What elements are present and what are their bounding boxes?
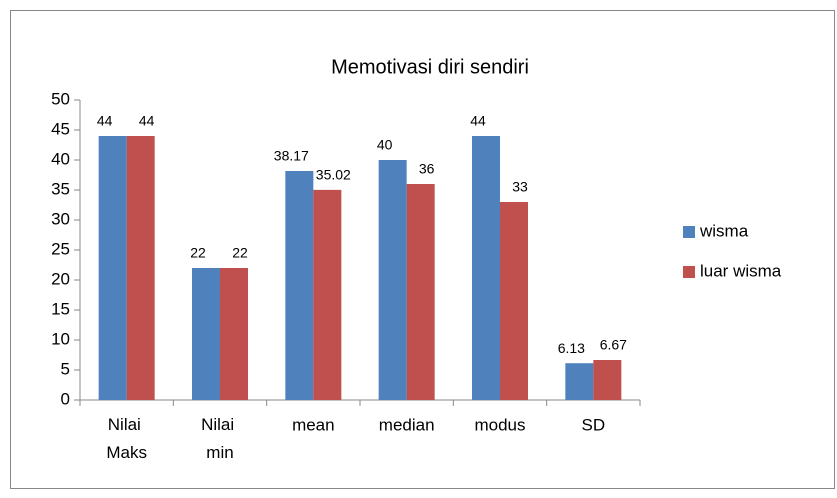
legend-swatch — [683, 226, 695, 238]
x-tick-label: median — [379, 415, 435, 434]
bar — [313, 189, 342, 400]
value-label: 36 — [419, 161, 435, 177]
value-label: 44 — [97, 113, 113, 129]
y-tick-label: 25 — [51, 239, 70, 258]
value-label: 38.17 — [274, 148, 309, 164]
value-label: 44 — [470, 113, 486, 129]
value-label: 33 — [512, 179, 528, 195]
value-label: 22 — [232, 245, 248, 261]
y-tick-label: 15 — [51, 299, 70, 318]
legend-swatch — [683, 266, 695, 278]
y-tick-label: 40 — [51, 149, 70, 168]
bar — [593, 359, 622, 400]
chart-title: Memotivasi diri sendiri — [331, 56, 529, 78]
bar — [220, 268, 248, 400]
y-tick-label: 0 — [61, 389, 70, 408]
bar — [565, 363, 594, 400]
y-tick-label: 35 — [51, 179, 70, 198]
y-tick-label: 10 — [51, 329, 70, 348]
value-label: 6.13 — [558, 340, 585, 356]
x-tick-label: Nilai min — [201, 415, 239, 462]
bar — [406, 184, 435, 400]
y-tick-label: 5 — [61, 359, 70, 378]
value-label: 22 — [190, 245, 206, 261]
x-tick-label: SD — [582, 415, 606, 434]
legend-label: luar wisma — [700, 261, 782, 280]
value-label: 6.67 — [600, 337, 627, 353]
bar — [192, 268, 220, 400]
y-tick-label: 50 — [51, 89, 70, 108]
bar — [285, 170, 314, 400]
bar — [126, 136, 155, 400]
bar — [98, 136, 127, 400]
bar — [378, 160, 407, 400]
y-tick-label: 45 — [51, 119, 70, 138]
y-tick-label: 30 — [51, 209, 70, 228]
value-label: 44 — [139, 113, 155, 129]
x-tick-label: Nilai Maks — [106, 415, 147, 462]
x-tick-label: mean — [292, 415, 335, 434]
legend-label: wisma — [699, 221, 749, 240]
value-label: 35.02 — [316, 167, 351, 183]
x-tick-label: modus — [474, 415, 525, 434]
bar — [472, 136, 500, 400]
y-tick-label: 20 — [51, 269, 70, 288]
bar — [500, 202, 528, 400]
value-label: 40 — [377, 137, 393, 153]
